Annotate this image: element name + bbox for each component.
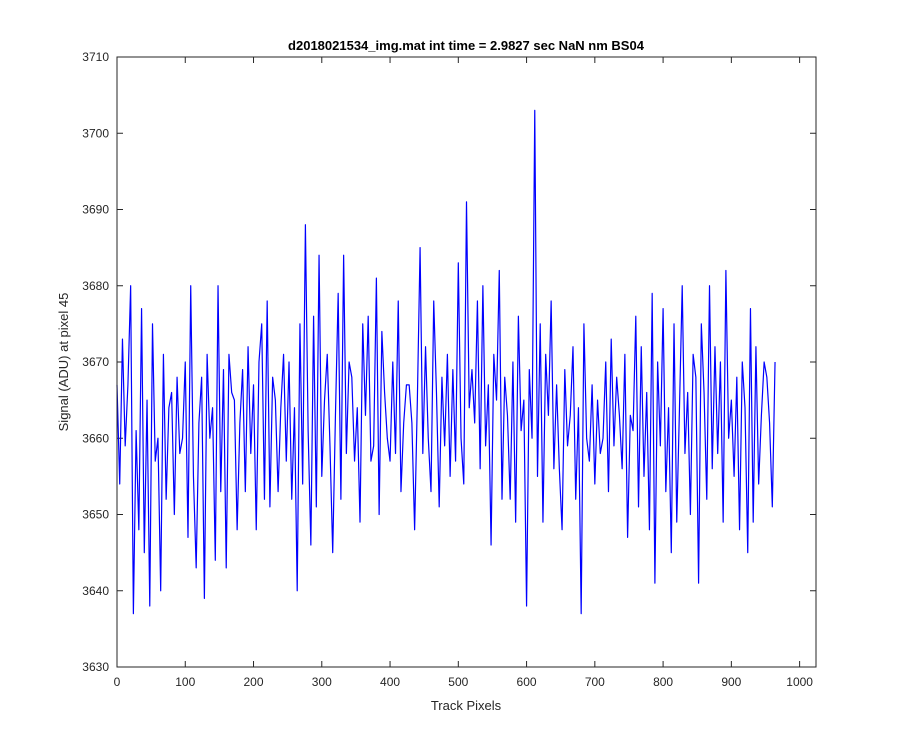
x-tick-label: 0 xyxy=(114,675,121,689)
x-axis-label: Track Pixels xyxy=(431,698,502,713)
y-tick-label: 3650 xyxy=(82,508,109,522)
y-tick-label: 3710 xyxy=(82,50,109,64)
x-tick-label: 100 xyxy=(175,675,195,689)
x-tick-label: 500 xyxy=(448,675,468,689)
y-tick-label: 3680 xyxy=(82,279,109,293)
y-axis-ticks: 3630 3640 3650 3660 3670 3680 3690 3700 3710 xyxy=(82,50,816,674)
y-tick-label: 3700 xyxy=(82,126,109,140)
x-tick-label: 200 xyxy=(244,675,264,689)
y-tick-label: 3660 xyxy=(82,431,109,445)
x-tick-label: 800 xyxy=(653,675,673,689)
x-tick-label: 600 xyxy=(517,675,537,689)
y-axis-label: Signal (ADU) at pixel 45 xyxy=(56,293,71,432)
y-tick-label: 3670 xyxy=(82,355,109,369)
x-tick-label: 900 xyxy=(721,675,741,689)
plot-area xyxy=(117,57,816,667)
x-axis-ticks: 0 100 200 300 400 500 600 700 800 900 1000 xyxy=(114,57,813,689)
x-tick-label: 400 xyxy=(380,675,400,689)
y-tick-label: 3690 xyxy=(82,203,109,217)
x-tick-label: 700 xyxy=(585,675,605,689)
signal-series-line xyxy=(116,109,776,615)
x-tick-label: 1000 xyxy=(786,675,813,689)
y-tick-label: 3640 xyxy=(82,584,109,598)
y-tick-label: 3630 xyxy=(82,660,109,674)
axes-box xyxy=(116,56,817,668)
x-tick-label: 300 xyxy=(312,675,332,689)
chart-title: d2018021534_img.mat int time = 2.9827 se… xyxy=(288,38,645,53)
